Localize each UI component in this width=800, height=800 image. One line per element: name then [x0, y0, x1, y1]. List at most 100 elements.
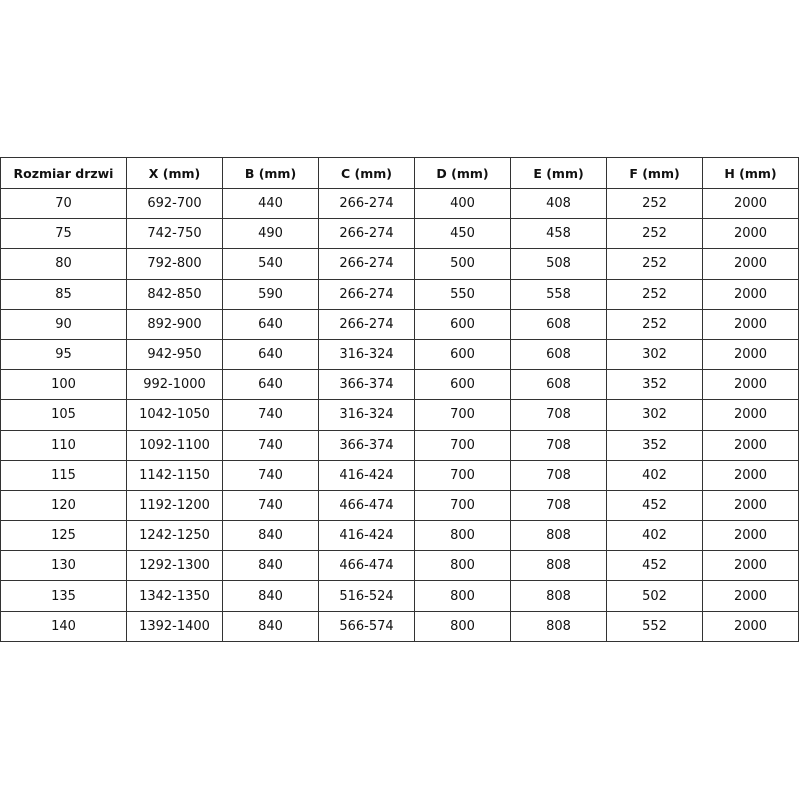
table-cell: 1292-1300	[126, 550, 223, 582]
table-cell: 120	[0, 489, 127, 522]
table-cell: 792-800	[126, 248, 223, 280]
table-row: 140 1392-1400 840 566-574 800 808 552 2000	[0, 610, 799, 642]
table-cell: 252	[606, 278, 703, 310]
table-cell: 708	[510, 399, 607, 431]
table-cell: 130	[0, 550, 127, 582]
table-cell: 608	[510, 338, 607, 371]
table-cell: 490	[222, 218, 319, 250]
table-cell: 840	[222, 580, 319, 612]
table-cell: 700	[414, 399, 511, 431]
table-cell: 2000	[702, 610, 799, 642]
column-header: X (mm)	[126, 157, 223, 189]
table-cell: 2000	[702, 459, 799, 491]
table-cell: 552	[606, 610, 703, 642]
table-cell: 135	[0, 580, 127, 612]
table-cell: 2000	[702, 369, 799, 401]
table-cell: 80	[0, 248, 127, 280]
table-cell: 2000	[702, 580, 799, 612]
table-row: 75 742-750 490 266-274 450 458 252 2000	[0, 218, 799, 250]
column-header: C (mm)	[318, 157, 415, 189]
table-cell: 740	[222, 459, 319, 491]
table-cell: 550	[414, 278, 511, 310]
table-cell: 516-524	[318, 580, 415, 612]
table-row: 110 1092-1100 740 366-374 700 708 352 2000	[0, 429, 799, 461]
table-row: 85 842-850 590 266-274 550 558 252 2000	[0, 278, 799, 310]
table-cell: 366-374	[318, 429, 415, 461]
column-header: D (mm)	[414, 157, 511, 189]
table-cell: 416-424	[318, 459, 415, 491]
table-cell: 452	[606, 489, 703, 522]
table-cell: 366-374	[318, 369, 415, 401]
table-row: 100 992-1000 640 366-374 600 608 352 2000	[0, 369, 799, 401]
table-cell: 266-274	[318, 187, 415, 220]
table-cell: 408	[510, 187, 607, 220]
table-cell: 2000	[702, 399, 799, 431]
table-cell: 252	[606, 248, 703, 280]
table-cell: 402	[606, 520, 703, 552]
table-cell: 2000	[702, 489, 799, 522]
table-cell: 800	[414, 610, 511, 642]
table-cell: 2000	[702, 248, 799, 280]
table-cell: 808	[510, 610, 607, 642]
table-cell: 2000	[702, 550, 799, 582]
table-cell: 608	[510, 369, 607, 401]
table-cell: 75	[0, 218, 127, 250]
table-cell: 452	[606, 550, 703, 582]
table-cell: 266-274	[318, 278, 415, 310]
table-cell: 740	[222, 399, 319, 431]
table-cell: 2000	[702, 520, 799, 552]
table-cell: 640	[222, 338, 319, 371]
column-header: B (mm)	[222, 157, 319, 189]
table-cell: 1042-1050	[126, 399, 223, 431]
table-cell: 942-950	[126, 338, 223, 371]
table-cell: 700	[414, 489, 511, 522]
table-cell: 252	[606, 218, 703, 250]
table-row: 90 892-900 640 266-274 600 608 252 2000	[0, 308, 799, 340]
table-cell: 800	[414, 580, 511, 612]
table-cell: 450	[414, 218, 511, 250]
table-cell: 70	[0, 187, 127, 220]
table-cell: 466-474	[318, 550, 415, 582]
column-header: Rozmiar drzwi	[0, 157, 127, 189]
table-cell: 842-850	[126, 278, 223, 310]
column-header: E (mm)	[510, 157, 607, 189]
table-row: 125 1242-1250 840 416-424 800 808 402 2000	[0, 520, 799, 552]
table-cell: 466-474	[318, 489, 415, 522]
table-cell: 352	[606, 429, 703, 461]
table-cell: 252	[606, 308, 703, 340]
table-row: 80 792-800 540 266-274 500 508 252 2000	[0, 248, 799, 280]
table-cell: 402	[606, 459, 703, 491]
table-cell: 800	[414, 550, 511, 582]
table-cell: 266-274	[318, 218, 415, 250]
table-cell: 840	[222, 610, 319, 642]
table-cell: 708	[510, 459, 607, 491]
table-cell: 640	[222, 308, 319, 340]
table-cell: 558	[510, 278, 607, 310]
table-cell: 2000	[702, 278, 799, 310]
table-cell: 2000	[702, 429, 799, 461]
table-cell: 692-700	[126, 187, 223, 220]
table-cell: 600	[414, 338, 511, 371]
table-cell: 992-1000	[126, 369, 223, 401]
table-cell: 700	[414, 459, 511, 491]
table-cell: 2000	[702, 338, 799, 371]
table-cell: 352	[606, 369, 703, 401]
table-cell: 640	[222, 369, 319, 401]
table-row: 95 942-950 640 316-324 600 608 302 2000	[0, 338, 799, 371]
table-cell: 90	[0, 308, 127, 340]
table-cell: 115	[0, 459, 127, 491]
table-cell: 2000	[702, 218, 799, 250]
table-cell: 590	[222, 278, 319, 310]
table-cell: 800	[414, 520, 511, 552]
table-cell: 600	[414, 308, 511, 340]
table-cell: 316-324	[318, 399, 415, 431]
header-row: Rozmiar drzwi X (mm) B (mm) C (mm) D (mm) E (…	[0, 157, 799, 189]
table-cell: 608	[510, 308, 607, 340]
table-cell: 540	[222, 248, 319, 280]
table-cell: 808	[510, 580, 607, 612]
table-cell: 125	[0, 520, 127, 552]
table-cell: 600	[414, 369, 511, 401]
table-row: 130 1292-1300 840 466-474 800 808 452 2000	[0, 550, 799, 582]
column-header: F (mm)	[606, 157, 703, 189]
table-cell: 266-274	[318, 308, 415, 340]
